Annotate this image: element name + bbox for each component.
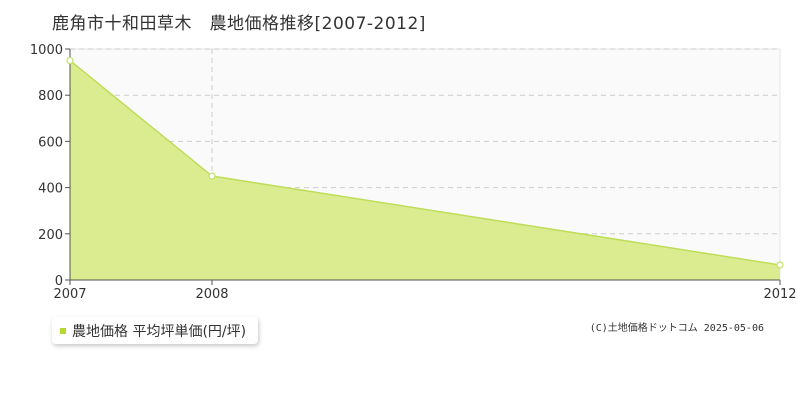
data-points xyxy=(66,56,784,269)
x-tick-label: 2007 xyxy=(53,287,86,302)
x-tick-labels: 2007 2008 2012 xyxy=(53,287,796,302)
y-tick-label: 800 xyxy=(38,89,63,104)
legend-marker-icon xyxy=(60,327,66,334)
chart-title: 鹿角市十和田草木 農地価格推移[2007-2012] xyxy=(52,14,426,34)
x-tick-label: 2012 xyxy=(763,287,796,302)
y-tick-label: 200 xyxy=(38,228,63,243)
legend-label: 農地価格 平均坪単価(円/坪) xyxy=(72,323,247,340)
data-point xyxy=(66,56,74,65)
data-point xyxy=(776,261,784,269)
y-tick-labels: 0 200 400 600 800 1000 xyxy=(30,43,63,289)
copyright-text: (C)土地価格ドットコム 2025-05-06 xyxy=(589,323,764,334)
series-area xyxy=(70,60,780,280)
y-tick-label: 1000 xyxy=(30,43,63,58)
axes xyxy=(65,48,781,285)
x-tick-label: 2008 xyxy=(195,287,228,302)
legend: 農地価格 平均坪単価(円/坪) xyxy=(52,317,259,344)
data-point xyxy=(208,172,216,180)
y-tick-label: 600 xyxy=(38,135,63,150)
y-tick-label: 400 xyxy=(38,182,63,197)
y-tick-label: 0 xyxy=(55,274,63,289)
